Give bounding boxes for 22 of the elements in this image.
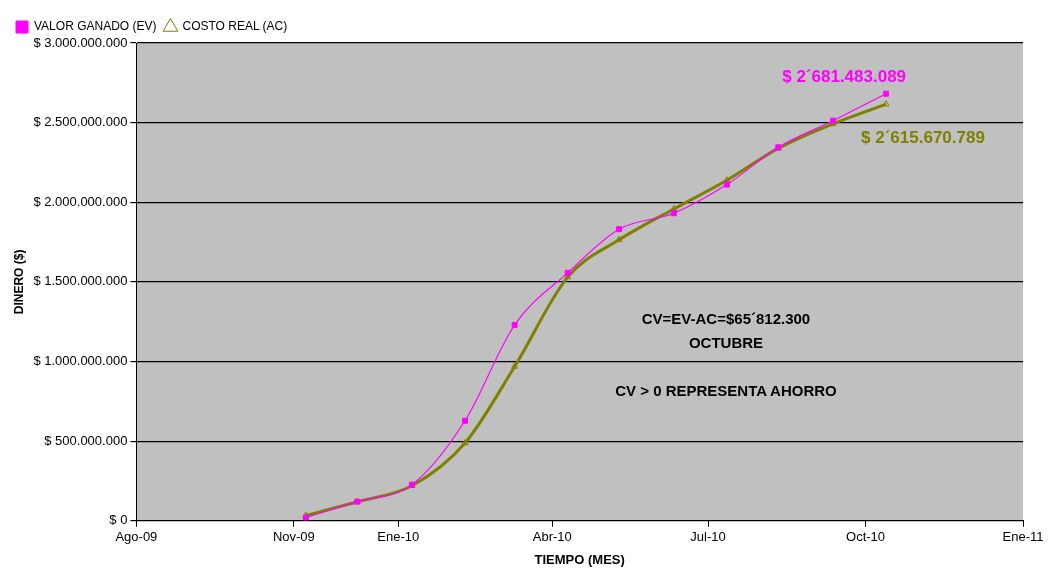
- data-label: $ 2´681.483.089: [782, 66, 907, 86]
- y-tick-label: $ 1.000.000.000: [33, 353, 128, 369]
- y-axis-title: DINERO ($): [11, 249, 26, 315]
- annotation: CV > 0 REPRESENTA AHORRO: [615, 381, 838, 399]
- x-tick-label: Ago-09: [115, 529, 158, 545]
- annotation: CV=EV-AC=$65´812.300 OCTUBRE: [641, 310, 811, 352]
- y-tick-label: $ 1.500.000.000: [33, 273, 128, 289]
- y-tick-label: $ 3.000.000.000: [33, 34, 128, 50]
- x-tick-label: Ene-10: [377, 529, 420, 545]
- y-tick-label: $ 2.000.000.000: [33, 193, 128, 209]
- x-tick-label: Jul-10: [690, 529, 726, 545]
- legend-label: VALOR GANADO (EV): [34, 19, 157, 34]
- x-tick-label: Ene-11: [1002, 529, 1044, 545]
- x-tick-label: Abr-10: [532, 529, 572, 545]
- x-axis-title: TIEMPO (MES): [534, 551, 625, 567]
- y-tick-label: $ 0: [109, 512, 128, 528]
- y-tick-label: $ 2.500.000.000: [33, 114, 128, 130]
- legend-label: COSTO REAL (AC): [182, 19, 288, 34]
- data-label: $ 2´615.670.789: [861, 128, 985, 148]
- y-tick-label: $ 500.000.000: [44, 432, 128, 448]
- x-tick-label: Nov-09: [272, 529, 315, 545]
- x-tick-label: Oct-10: [846, 529, 886, 545]
